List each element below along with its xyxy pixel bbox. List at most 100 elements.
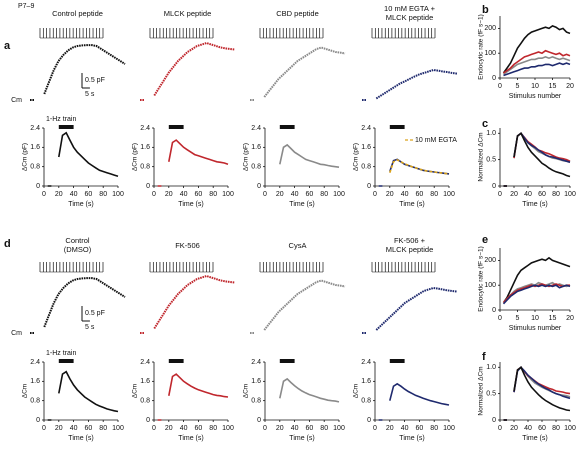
- x-tick-label: 100: [443, 191, 455, 198]
- series-line: [268, 143, 340, 187]
- y-axis-label: ΔCm: [132, 384, 139, 398]
- x-tick-label: 60: [85, 425, 93, 432]
- x-tick-label: 5: [516, 83, 520, 90]
- x-tick-label: 20: [510, 191, 518, 198]
- x-tick-label: 60: [195, 191, 203, 198]
- y-tick-label: 0: [367, 417, 371, 424]
- y-axis-label: ΔCm (pF): [132, 143, 139, 171]
- panel-title: Control: [65, 236, 90, 245]
- x-tick-label: 80: [320, 191, 328, 198]
- series-line: [378, 382, 450, 421]
- y-axis-label: Normalized ΔCm: [478, 366, 485, 415]
- age-label: P7–9: [18, 3, 34, 10]
- x-axis-label: Time (s): [178, 201, 203, 208]
- x-tick-label: 60: [416, 191, 424, 198]
- stimulus-bar: [279, 359, 295, 363]
- x-tick-label: 60: [306, 425, 314, 432]
- stimulus-bar: [58, 125, 74, 129]
- panel-title: FK-506: [175, 241, 200, 250]
- cm-label: Cm: [11, 330, 22, 337]
- panel-label: c: [482, 118, 488, 130]
- x-tick-label: 40: [291, 191, 299, 198]
- stimulus-bar: [389, 125, 405, 129]
- x-axis-label: Time (s): [522, 435, 547, 442]
- y-tick-label: 0: [492, 417, 496, 424]
- x-tick-label: 100: [333, 425, 345, 432]
- x-tick-label: 100: [564, 425, 576, 432]
- y-axis-label: Endocytic rate (fF s−1): [478, 246, 485, 312]
- y-tick-label: 0.8: [251, 164, 261, 171]
- y-tick-label: 0: [257, 183, 261, 190]
- cm-trace: [30, 277, 126, 334]
- cm-trace: [250, 46, 346, 101]
- y-tick-label: 100: [484, 282, 496, 289]
- y-tick-label: 1.6: [140, 144, 150, 151]
- panel-title: MLCK peptide: [386, 245, 434, 254]
- x-tick-label: 0: [152, 191, 156, 198]
- x-tick-label: 0: [498, 315, 502, 322]
- x-tick-label: 60: [85, 191, 93, 198]
- x-tick-label: 20: [276, 191, 284, 198]
- panel-title: FK-506 +: [394, 236, 426, 245]
- x-axis-label: Stimulus number: [509, 93, 562, 100]
- panel-label: a: [4, 40, 11, 52]
- y-tick-label: 0.5: [486, 156, 496, 163]
- x-tick-label: 0: [373, 425, 377, 432]
- x-tick-label: 60: [538, 191, 546, 198]
- x-tick-label: 0: [498, 191, 502, 198]
- x-tick-label: 40: [524, 191, 532, 198]
- scale-bar-label: 0.5 pF: [85, 310, 105, 317]
- x-tick-label: 80: [552, 425, 560, 432]
- y-tick-label: 0: [492, 183, 496, 190]
- x-tick-label: 40: [524, 425, 532, 432]
- cm-trace: [362, 286, 458, 334]
- series-line: [268, 377, 340, 421]
- y-tick-label: 2.4: [30, 125, 40, 132]
- series-line: [503, 49, 571, 74]
- panel-label: e: [482, 234, 488, 246]
- y-axis-label: ΔCm: [22, 384, 29, 398]
- y-axis-label: ΔCm (pF): [353, 143, 360, 171]
- x-tick-label: 100: [112, 425, 124, 432]
- y-tick-label: 0.5: [486, 390, 496, 397]
- y-tick-label: 1.0: [486, 130, 496, 137]
- series-line: [503, 366, 571, 421]
- x-tick-label: 0: [373, 191, 377, 198]
- y-axis-label: ΔCm: [243, 384, 250, 398]
- x-tick-label: 20: [55, 425, 63, 432]
- y-tick-label: 1.6: [361, 378, 371, 385]
- panel-label: d: [4, 238, 11, 250]
- stimulus-bar: [58, 359, 74, 363]
- y-tick-label: 0.8: [140, 398, 150, 405]
- y-tick-label: 1.6: [361, 144, 371, 151]
- x-axis-label: Time (s): [399, 201, 424, 208]
- cm-trace: [30, 44, 126, 101]
- y-tick-label: 2.4: [140, 359, 150, 366]
- x-tick-label: 20: [566, 315, 574, 322]
- y-tick-label: 0: [146, 417, 150, 424]
- x-tick-label: 60: [195, 425, 203, 432]
- stimulus-bar: [389, 359, 405, 363]
- x-tick-label: 0: [42, 425, 46, 432]
- x-tick-label: 0: [498, 425, 502, 432]
- series-line: [502, 256, 571, 304]
- x-tick-label: 80: [430, 425, 438, 432]
- x-tick-label: 100: [222, 191, 234, 198]
- y-tick-label: 0: [492, 75, 496, 82]
- series-line: [503, 132, 571, 187]
- x-axis-label: Time (s): [522, 201, 547, 208]
- y-axis-label: ΔCm (pF): [243, 143, 250, 171]
- x-tick-label: 20: [510, 425, 518, 432]
- x-tick-label: 10: [531, 315, 539, 322]
- x-tick-label: 60: [306, 191, 314, 198]
- y-tick-label: 2.4: [361, 125, 371, 132]
- stimulus-bar: [168, 359, 184, 363]
- series-line: [502, 284, 571, 305]
- x-tick-label: 20: [55, 191, 63, 198]
- y-tick-label: 0.8: [361, 398, 371, 405]
- panel-label: f: [482, 351, 486, 363]
- series-line: [157, 139, 229, 187]
- panel-title: MLCK peptide: [164, 9, 212, 18]
- x-tick-label: 10: [531, 83, 539, 90]
